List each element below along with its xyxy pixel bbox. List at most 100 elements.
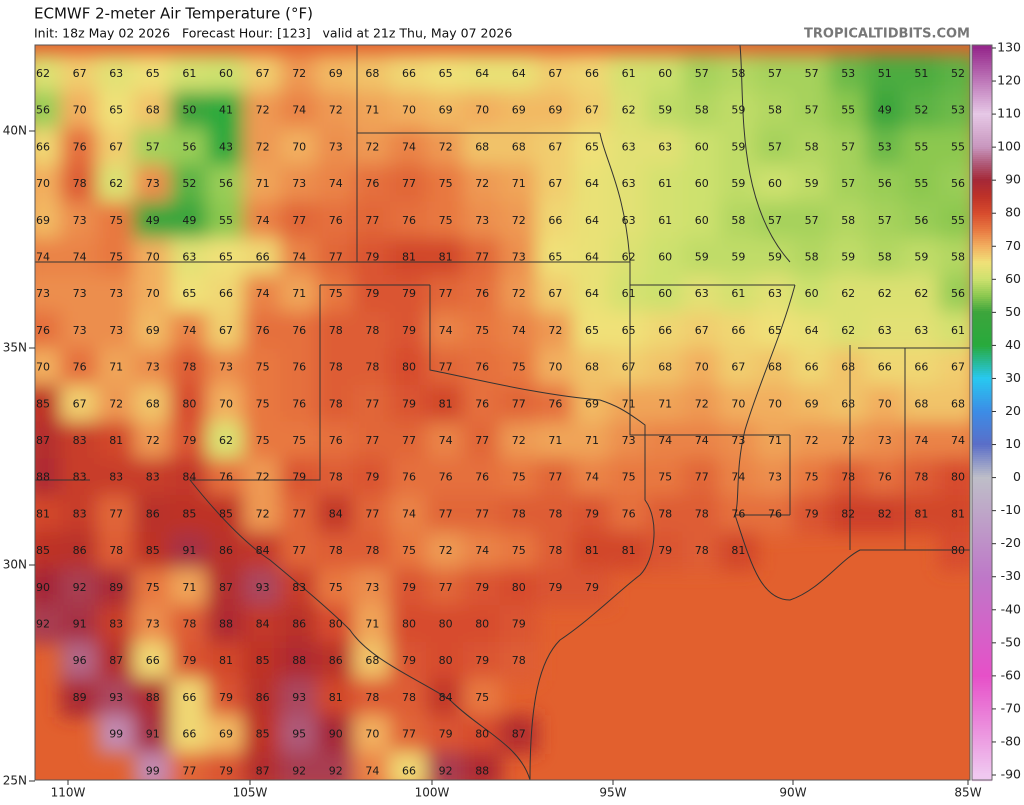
temp-value: 66 bbox=[585, 67, 599, 80]
temp-cell bbox=[389, 54, 429, 94]
colorbar-strip bbox=[972, 489, 992, 492]
colorbar-strip bbox=[972, 595, 992, 598]
temp-cell bbox=[462, 715, 502, 754]
temp-value: 77 bbox=[365, 397, 379, 410]
temp-cell bbox=[645, 421, 685, 461]
temp-cell bbox=[316, 458, 356, 498]
temp-cell bbox=[206, 91, 246, 131]
temp-cell bbox=[389, 128, 429, 167]
temp-cell bbox=[316, 164, 356, 204]
temp-cell bbox=[96, 715, 136, 754]
temp-cell bbox=[243, 458, 282, 498]
temp-cell bbox=[353, 164, 392, 204]
temp-cell bbox=[60, 421, 99, 461]
temp-cell bbox=[96, 311, 136, 351]
temp-cell bbox=[865, 458, 905, 498]
temp-value: 77 bbox=[402, 434, 416, 447]
colorbar-strip bbox=[972, 105, 992, 108]
temp-cell bbox=[938, 384, 970, 424]
temp-cell bbox=[170, 421, 209, 461]
temp-cell bbox=[828, 128, 868, 167]
temp-cell bbox=[938, 164, 970, 204]
colorbar-strip bbox=[972, 599, 992, 602]
colorbar-strip bbox=[972, 397, 992, 400]
temp-cell bbox=[462, 201, 502, 241]
temp-value: 74 bbox=[475, 544, 489, 557]
temp-value: 64 bbox=[805, 324, 819, 337]
temp-cell bbox=[792, 311, 831, 351]
temp-cell bbox=[828, 54, 868, 94]
colorbar-strip bbox=[972, 433, 992, 436]
colorbar-strip bbox=[972, 123, 992, 126]
temp-value: 74 bbox=[695, 434, 709, 447]
temp-cell bbox=[353, 641, 392, 681]
temp-cell bbox=[206, 201, 246, 241]
temp-cell bbox=[499, 384, 539, 424]
temp-value: 77 bbox=[548, 471, 562, 484]
colorbar-strip bbox=[972, 69, 992, 72]
colorbar-strip bbox=[972, 273, 992, 276]
temp-value: 66 bbox=[914, 361, 928, 374]
colorbar-strip bbox=[972, 67, 992, 70]
temp-value: 78 bbox=[841, 471, 855, 484]
temp-cell bbox=[499, 605, 539, 644]
temp-value: 59 bbox=[731, 140, 745, 153]
temp-value: 49 bbox=[878, 104, 892, 117]
temp-value: 89 bbox=[73, 691, 87, 704]
colorbar-label: -50 bbox=[1001, 634, 1021, 649]
colorbar-strip bbox=[972, 525, 992, 528]
temp-value: 66 bbox=[402, 764, 416, 777]
colorbar-strip bbox=[972, 619, 992, 622]
colorbar-strip bbox=[972, 605, 992, 608]
colorbar-strip bbox=[972, 511, 992, 514]
temp-cell bbox=[279, 311, 319, 351]
temp-cell bbox=[792, 421, 831, 461]
temp-cell bbox=[609, 54, 648, 94]
colorbar-strip bbox=[972, 705, 992, 708]
temp-cell bbox=[243, 311, 282, 351]
temp-value: 60 bbox=[695, 140, 709, 153]
colorbar-strip bbox=[972, 373, 992, 376]
temp-value: 71 bbox=[548, 434, 562, 447]
temp-cell bbox=[389, 238, 429, 277]
temp-cell bbox=[536, 91, 575, 131]
colorbar-strip bbox=[972, 263, 992, 266]
temp-cell bbox=[792, 54, 831, 94]
temp-cell bbox=[35, 128, 63, 167]
temp-value: 78 bbox=[512, 654, 526, 667]
colorbar-strip bbox=[972, 85, 992, 88]
colorbar-strip bbox=[972, 177, 992, 180]
temp-cell bbox=[572, 531, 612, 571]
temp-cell bbox=[206, 54, 246, 94]
temp-cell bbox=[426, 421, 465, 461]
temp-cell bbox=[316, 128, 356, 167]
colorbar-strip bbox=[972, 389, 992, 392]
temp-value: 79 bbox=[658, 544, 672, 557]
temp-value: 57 bbox=[768, 140, 782, 153]
temp-cell bbox=[792, 238, 831, 277]
temp-value: 58 bbox=[695, 104, 709, 117]
colorbar-strip bbox=[972, 577, 992, 580]
colorbar-strip bbox=[972, 699, 992, 702]
colorbar-strip bbox=[972, 499, 992, 502]
temp-cell bbox=[35, 238, 63, 277]
colorbar-strip bbox=[972, 723, 992, 726]
colorbar-strip bbox=[972, 197, 992, 200]
colorbar-strip bbox=[972, 51, 992, 54]
temp-value: 65 bbox=[768, 324, 782, 337]
colorbar-strip bbox=[972, 131, 992, 134]
colorbar-strip bbox=[972, 473, 992, 476]
temp-value: 86 bbox=[329, 654, 343, 667]
temp-cell bbox=[389, 715, 429, 754]
colorbar-strip bbox=[972, 323, 992, 326]
axes: 40N 35N 30N 25N 110W 105W 100W 95W 90W 85W bbox=[3, 124, 982, 800]
colorbar-strip bbox=[972, 249, 992, 252]
colorbar-strip bbox=[972, 455, 992, 458]
colorbar-strip bbox=[972, 99, 992, 102]
temp-cell bbox=[243, 421, 282, 461]
temp-value: 68 bbox=[841, 361, 855, 374]
temp-value: 76 bbox=[878, 471, 892, 484]
temp-cell bbox=[536, 274, 575, 314]
lat-label: 25N bbox=[3, 774, 27, 788]
temp-cell bbox=[316, 495, 356, 534]
